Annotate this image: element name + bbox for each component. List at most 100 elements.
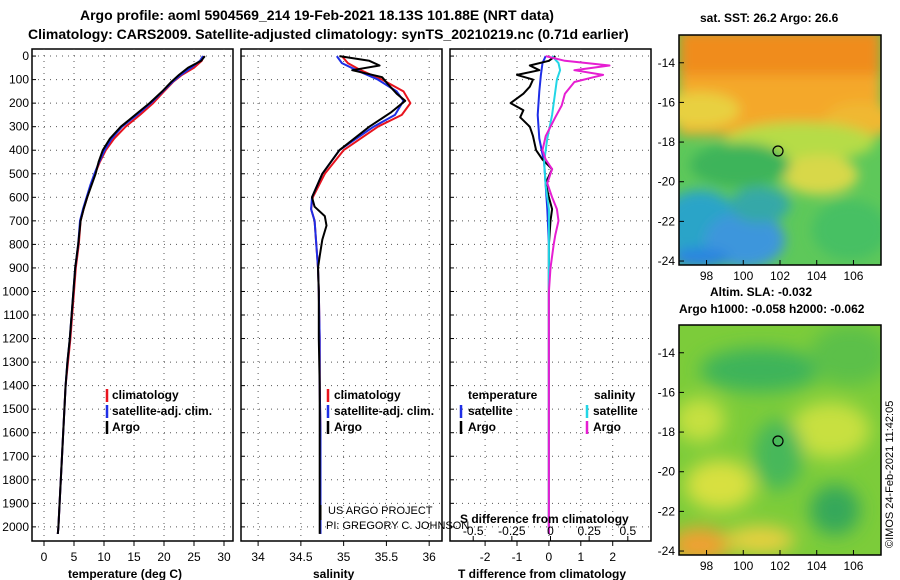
map-x-tick-label: 106 [843,559,863,573]
legend-title-salinity: salinity [594,388,636,402]
salinity-legend: climatology satellite-adj. clim. Argo [326,388,434,434]
tick-layer: 0 5 10 15 20 25 30 34 34.5 35 35.5 36 -2 -1 0 1 2 -0.5 -0.… [2,49,636,564]
temperature-xlabel: temperature (deg C) [68,567,182,580]
x2-tick-label: 0 [547,524,554,538]
map-y-tick-label: -24 [658,254,676,268]
y-tick-label: 1500 [2,402,29,416]
x-tick-label: 0 [41,550,48,564]
y-tick-label: 1900 [2,496,29,510]
legend-label-temp-argo: Argo [468,420,496,434]
y-tick-label: 100 [9,73,29,87]
x-tick-label: -1 [512,550,523,564]
map-y-tick-label: -20 [658,465,676,479]
salinity-panel-frame [240,48,443,542]
map-y-tick-label: -20 [658,175,676,189]
x-tick-label: -2 [480,550,491,564]
legend-label-argo: Argo [334,420,362,434]
series-line-argo [56,55,206,534]
y-tick-label: 1200 [2,332,29,346]
sst-map-field [679,35,881,265]
x-tick-label: 10 [97,550,111,564]
y-tick-label: 1800 [2,473,29,487]
series-line-climatology [56,55,205,534]
sla-map-field [679,325,881,555]
map-y-tick-label: -22 [658,504,676,518]
altim-sla-label: Altim. SLA: -0.032 [710,285,812,299]
series-line-salinity-argo [541,55,611,534]
t-difference-xlabel: T difference from climatology [458,567,626,580]
series-line-salinity-satellite [543,55,562,534]
map-y-tick-label: -14 [658,346,676,360]
y-tick-label: 400 [9,143,29,157]
map-y-tick-label: -14 [658,56,676,70]
y-tick-label: 700 [9,214,29,228]
map-x-tick-label: 106 [843,269,863,283]
salinity-xlabel: salinity [313,567,355,580]
x2-tick-label: -0.5 [463,524,484,538]
map-y-tick-label: -16 [658,95,676,109]
legend-label-climatology: climatology [112,388,179,402]
y-tick-label: 1700 [2,449,29,463]
sla-map-ticks: 98 100 102 104 106 -14 -16 -18 -20 -22 -24 [658,346,864,573]
header-line-2: Climatology: CARS2009. Satellite-adjuste… [28,26,629,42]
sst-map-title: sat. SST: 26.2 Argo: 26.6 [700,11,839,25]
x-tick-label: 1 [577,550,584,564]
map-x-tick-label: 98 [700,269,714,283]
map-x-tick-label: 100 [733,559,753,573]
x-tick-label: 15 [127,550,141,564]
y-tick-label: 1300 [2,355,29,369]
s-difference-xlabel: S difference from climatology [460,512,629,526]
temperature-legend: climatology satellite-adj. clim. Argo [105,388,212,434]
map-y-tick-label: -24 [658,544,676,558]
y-tick-label: 900 [9,261,29,275]
x-tick-label: 35.5 [375,550,399,564]
y-tick-label: 1000 [2,284,29,298]
sla-map-float-marker [772,435,784,447]
y-tick-label: 1400 [2,379,29,393]
x-tick-label: 34 [251,550,265,564]
map-y-tick-label: -16 [658,385,676,399]
series-line-temperature-satellite [536,55,550,534]
curve-layer [56,55,611,534]
legend-label-temp-satellite: satellite [468,404,513,418]
y-tick-label: 800 [9,237,29,251]
x-tick-label: 2 [609,550,616,564]
map-y-tick-label: -18 [658,135,676,149]
legend-label-satellite: satellite-adj. clim. [112,404,212,418]
map-y-tick-label: -22 [658,214,676,228]
y-tick-label: 300 [9,120,29,134]
series-line-climatology [310,55,412,534]
legend-title-temperature: temperature [468,388,538,402]
x-tick-label: 30 [217,550,231,564]
sst-map-ticks: 98 100 102 104 106 -14 -16 -18 -20 -22 -24 [658,56,864,283]
x-tick-label: 20 [157,550,171,564]
series-line-argo [311,55,407,534]
x-tick-label: 36 [422,550,436,564]
y-tick-label: 200 [9,96,29,110]
x-tick-label: 34.5 [289,550,313,564]
legend-label-sal-argo: Argo [593,420,621,434]
legend-label-climatology: climatology [334,388,401,402]
sla-map-title: Argo h1000: -0.058 h2000: -0.062 [679,302,865,316]
x-tick-label: 5 [71,550,78,564]
y-tick-label: 2000 [2,520,29,534]
y-tick-label: 500 [9,167,29,181]
imos-timestamp: ©IMOS 24-Feb-2021 11:42:05 [884,401,896,548]
y-tick-label: 0 [22,49,29,63]
map-y-tick-label: -18 [658,425,676,439]
credit-project: US ARGO PROJECT [328,505,433,517]
x-tick-label: 35 [337,550,351,564]
x2-tick-label: 0.5 [619,524,636,538]
map-x-tick-label: 102 [770,269,790,283]
series-line-satellite-adj-clim- [56,55,204,534]
y-tick-label: 1600 [2,426,29,440]
x2-tick-label: 0.25 [577,524,601,538]
difference-legend: temperature salinity satellite Argo sate… [459,388,638,434]
map-x-tick-label: 102 [770,559,790,573]
x2-tick-label: -0.25 [498,524,526,538]
series-line-satellite-adj-clim- [310,55,405,534]
x-tick-label: 0 [546,550,553,564]
temperature-panel-frame [31,48,234,542]
x-tick-label: 25 [187,550,201,564]
